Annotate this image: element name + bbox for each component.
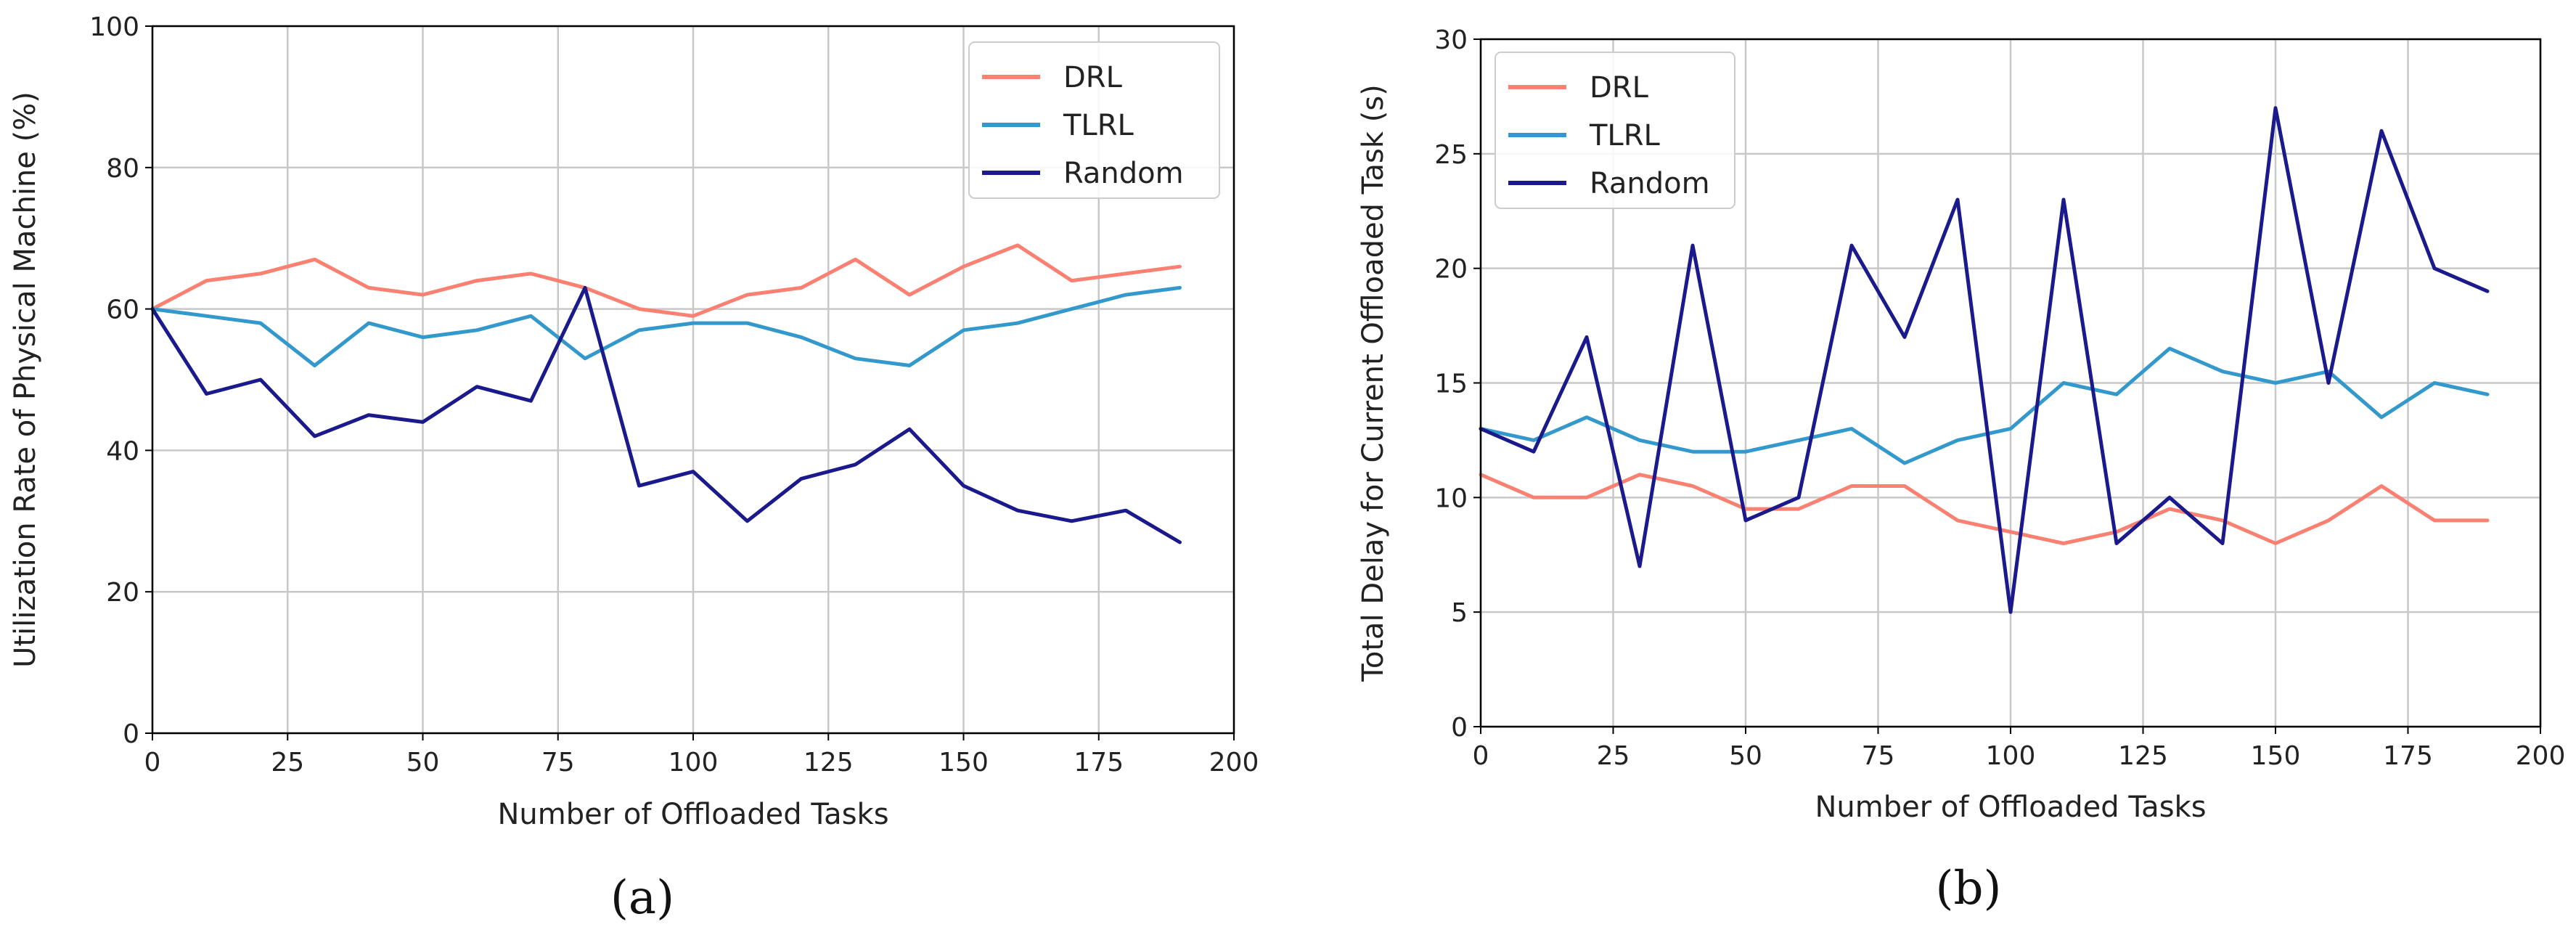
panel-a-xtick-label-4: 100 xyxy=(668,748,719,777)
panel-b-ytick-label-3: 15 xyxy=(1434,370,1468,399)
panel-b-ylabel: Total Delay for Current Offloaded Task (… xyxy=(1357,84,1390,682)
panel-a-ytick-label-2: 40 xyxy=(106,436,139,466)
panel-a-xtick-label-3: 75 xyxy=(541,748,575,777)
panel-a-ytick-label-0: 0 xyxy=(123,719,139,749)
panel-b-xtick-label-2: 50 xyxy=(1729,741,1762,771)
panel-a-legend xyxy=(968,41,1220,199)
panel-a-series-drl-line xyxy=(150,243,1182,318)
panel-a-caption: (a) xyxy=(610,871,674,925)
panel-a-series-tlrl-line xyxy=(150,285,1182,367)
panel-b-xtick-label-4: 100 xyxy=(1986,741,2036,771)
panel-b-series-drl-line xyxy=(1479,473,2490,545)
panel-b-xtick-label-7: 175 xyxy=(2383,741,2433,771)
panel-a-xtick-label-6: 150 xyxy=(939,748,989,777)
panel-a-ytick-label-3: 60 xyxy=(106,295,139,325)
panel-a-xtick-label-0: 0 xyxy=(144,748,161,777)
panel-b-ytick-label-0: 0 xyxy=(1451,713,1468,743)
panel-b-axes-frame xyxy=(1479,38,2542,728)
panel-b-xtick-label-0: 0 xyxy=(1473,741,1489,771)
panel-b-xtick-label-3: 75 xyxy=(1862,741,1895,771)
panel-a-xtick-label-7: 175 xyxy=(1074,748,1124,777)
panel-a-ylabel: Utilization Rate of Physical Machine (%) xyxy=(9,91,42,668)
panel-b-ytick-label-1: 5 xyxy=(1451,598,1468,628)
panel-a-legend-label-drl: DRL xyxy=(1063,61,1123,94)
panel-a-series-random-line xyxy=(150,285,1182,544)
panel-b-xtick-label-6: 150 xyxy=(2251,741,2301,771)
panel-a-legend-label-random: Random xyxy=(1063,157,1184,190)
panel-b-series-tlrl-line xyxy=(1479,346,2490,465)
panel-b-xlabel: Number of Offloaded Tasks xyxy=(1815,791,2206,824)
panel-b-xtick-label-5: 125 xyxy=(2118,741,2168,771)
panel-b-ytick-label-5: 25 xyxy=(1434,140,1468,170)
panel-b-ytick-label-2: 10 xyxy=(1434,483,1468,513)
panel-b-legend-label-tlrl: TLRL xyxy=(1589,119,1661,152)
panel-a-xtick-label-5: 125 xyxy=(804,748,854,777)
panel-b-legend-label-random: Random xyxy=(1590,167,1710,200)
panel-b-caption: (b) xyxy=(1936,862,2002,915)
panel-a-xtick-label-1: 25 xyxy=(271,748,304,777)
panel-a-xtick-label-8: 200 xyxy=(1209,748,1259,777)
panel-a-xlabel: Number of Offloaded Tasks xyxy=(497,798,888,831)
panel-a-ytick-label-4: 80 xyxy=(106,154,139,184)
panel-b: 0 25 50 75 100 125 150 175 200 0 5 10 15 20 25 30 Number… xyxy=(1357,25,2565,824)
panel-b-legend-label-drl: DRL xyxy=(1590,71,1649,105)
panel-b-xtick-label-1: 25 xyxy=(1597,741,1630,771)
panel-b-legend xyxy=(1495,52,1735,209)
panel-b-xtick-label-8: 200 xyxy=(2516,741,2566,771)
panel-a-axes-frame xyxy=(151,25,1235,735)
panel-b-ytick-label-4: 20 xyxy=(1434,255,1468,285)
panel-a: 0 25 50 75 100 125 150 175 200 0 20 40 60 80 100 Number… xyxy=(9,12,1259,831)
panel-a-xtick-label-2: 50 xyxy=(406,748,440,777)
panel-a-ytick-label-5: 100 xyxy=(89,12,139,42)
panel-a-ytick-label-1: 20 xyxy=(106,578,139,608)
panel-a-legend-label-tlrl: TLRL xyxy=(1063,109,1134,142)
panel-b-ytick-label-6: 30 xyxy=(1434,25,1468,55)
panel-b-series-random-line xyxy=(1479,106,2490,614)
